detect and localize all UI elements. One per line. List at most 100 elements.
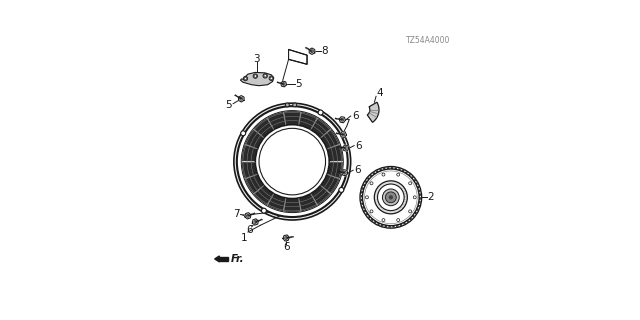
Circle shape xyxy=(254,75,257,77)
Wedge shape xyxy=(255,119,273,137)
Text: 2: 2 xyxy=(428,192,435,202)
Circle shape xyxy=(241,111,343,212)
Circle shape xyxy=(264,75,266,77)
Wedge shape xyxy=(365,212,369,216)
Polygon shape xyxy=(245,213,251,219)
Circle shape xyxy=(388,195,393,199)
Text: 6: 6 xyxy=(283,242,289,252)
Wedge shape xyxy=(419,193,421,196)
Wedge shape xyxy=(385,225,387,228)
Circle shape xyxy=(365,196,369,199)
Text: 8: 8 xyxy=(321,46,328,56)
Circle shape xyxy=(270,77,273,80)
Text: 6: 6 xyxy=(246,225,253,235)
Wedge shape xyxy=(327,145,342,161)
Wedge shape xyxy=(268,113,285,129)
Wedge shape xyxy=(388,225,391,228)
Polygon shape xyxy=(241,72,274,86)
Circle shape xyxy=(241,131,246,136)
Wedge shape xyxy=(300,194,317,211)
Polygon shape xyxy=(342,145,349,151)
Wedge shape xyxy=(417,186,420,189)
Polygon shape xyxy=(340,132,346,138)
Polygon shape xyxy=(281,81,287,87)
Wedge shape xyxy=(377,222,380,225)
Wedge shape xyxy=(311,186,330,204)
Wedge shape xyxy=(415,182,418,185)
Circle shape xyxy=(360,166,422,228)
Wedge shape xyxy=(413,179,416,182)
Wedge shape xyxy=(371,218,374,221)
Circle shape xyxy=(385,192,396,203)
Polygon shape xyxy=(239,96,244,102)
Circle shape xyxy=(409,210,412,213)
Wedge shape xyxy=(243,162,257,178)
Wedge shape xyxy=(327,162,342,178)
Wedge shape xyxy=(321,175,339,193)
Wedge shape xyxy=(361,203,364,205)
Wedge shape xyxy=(408,173,411,177)
Wedge shape xyxy=(300,113,317,129)
Wedge shape xyxy=(419,197,421,200)
Wedge shape xyxy=(418,189,420,192)
Wedge shape xyxy=(394,167,397,170)
Wedge shape xyxy=(406,220,410,223)
Circle shape xyxy=(362,169,419,226)
Wedge shape xyxy=(365,180,368,183)
Circle shape xyxy=(378,184,404,211)
Circle shape xyxy=(374,181,407,214)
Text: Fr.: Fr. xyxy=(231,254,244,264)
Circle shape xyxy=(255,124,329,198)
Wedge shape xyxy=(362,187,365,190)
Circle shape xyxy=(397,173,400,176)
Wedge shape xyxy=(415,208,419,211)
Circle shape xyxy=(263,74,268,78)
Polygon shape xyxy=(220,257,228,261)
Circle shape xyxy=(292,103,297,107)
Circle shape xyxy=(269,76,273,81)
Wedge shape xyxy=(380,169,382,172)
Wedge shape xyxy=(321,130,339,148)
Wedge shape xyxy=(284,198,300,212)
Wedge shape xyxy=(414,211,417,214)
Wedge shape xyxy=(401,169,404,172)
Wedge shape xyxy=(284,112,300,125)
Wedge shape xyxy=(404,171,408,174)
Wedge shape xyxy=(362,206,365,209)
Wedge shape xyxy=(398,168,401,171)
Text: 5: 5 xyxy=(226,100,232,110)
Wedge shape xyxy=(243,145,257,161)
Wedge shape xyxy=(246,175,264,193)
Polygon shape xyxy=(339,117,346,123)
Polygon shape xyxy=(309,48,315,54)
Wedge shape xyxy=(412,214,415,218)
Circle shape xyxy=(318,110,323,115)
Circle shape xyxy=(382,173,385,176)
Circle shape xyxy=(262,208,266,213)
Circle shape xyxy=(339,188,344,192)
Text: 1: 1 xyxy=(241,233,248,243)
Circle shape xyxy=(237,106,348,217)
Wedge shape xyxy=(381,224,383,227)
Text: 7: 7 xyxy=(344,119,350,129)
Wedge shape xyxy=(367,102,379,122)
Circle shape xyxy=(285,103,289,107)
Wedge shape xyxy=(311,119,330,137)
Text: 6: 6 xyxy=(355,140,362,151)
Text: 4: 4 xyxy=(376,88,383,98)
Wedge shape xyxy=(361,191,364,194)
Wedge shape xyxy=(409,217,412,220)
Text: 3: 3 xyxy=(253,54,260,64)
Wedge shape xyxy=(387,167,389,170)
Wedge shape xyxy=(372,172,376,175)
Circle shape xyxy=(382,219,385,221)
Wedge shape xyxy=(418,201,421,204)
Text: 5: 5 xyxy=(295,79,301,89)
Wedge shape xyxy=(255,186,273,204)
Wedge shape xyxy=(410,176,414,179)
Wedge shape xyxy=(368,215,371,219)
Circle shape xyxy=(383,189,399,206)
Text: 6: 6 xyxy=(355,165,361,175)
Wedge shape xyxy=(364,209,367,212)
Circle shape xyxy=(259,128,326,195)
